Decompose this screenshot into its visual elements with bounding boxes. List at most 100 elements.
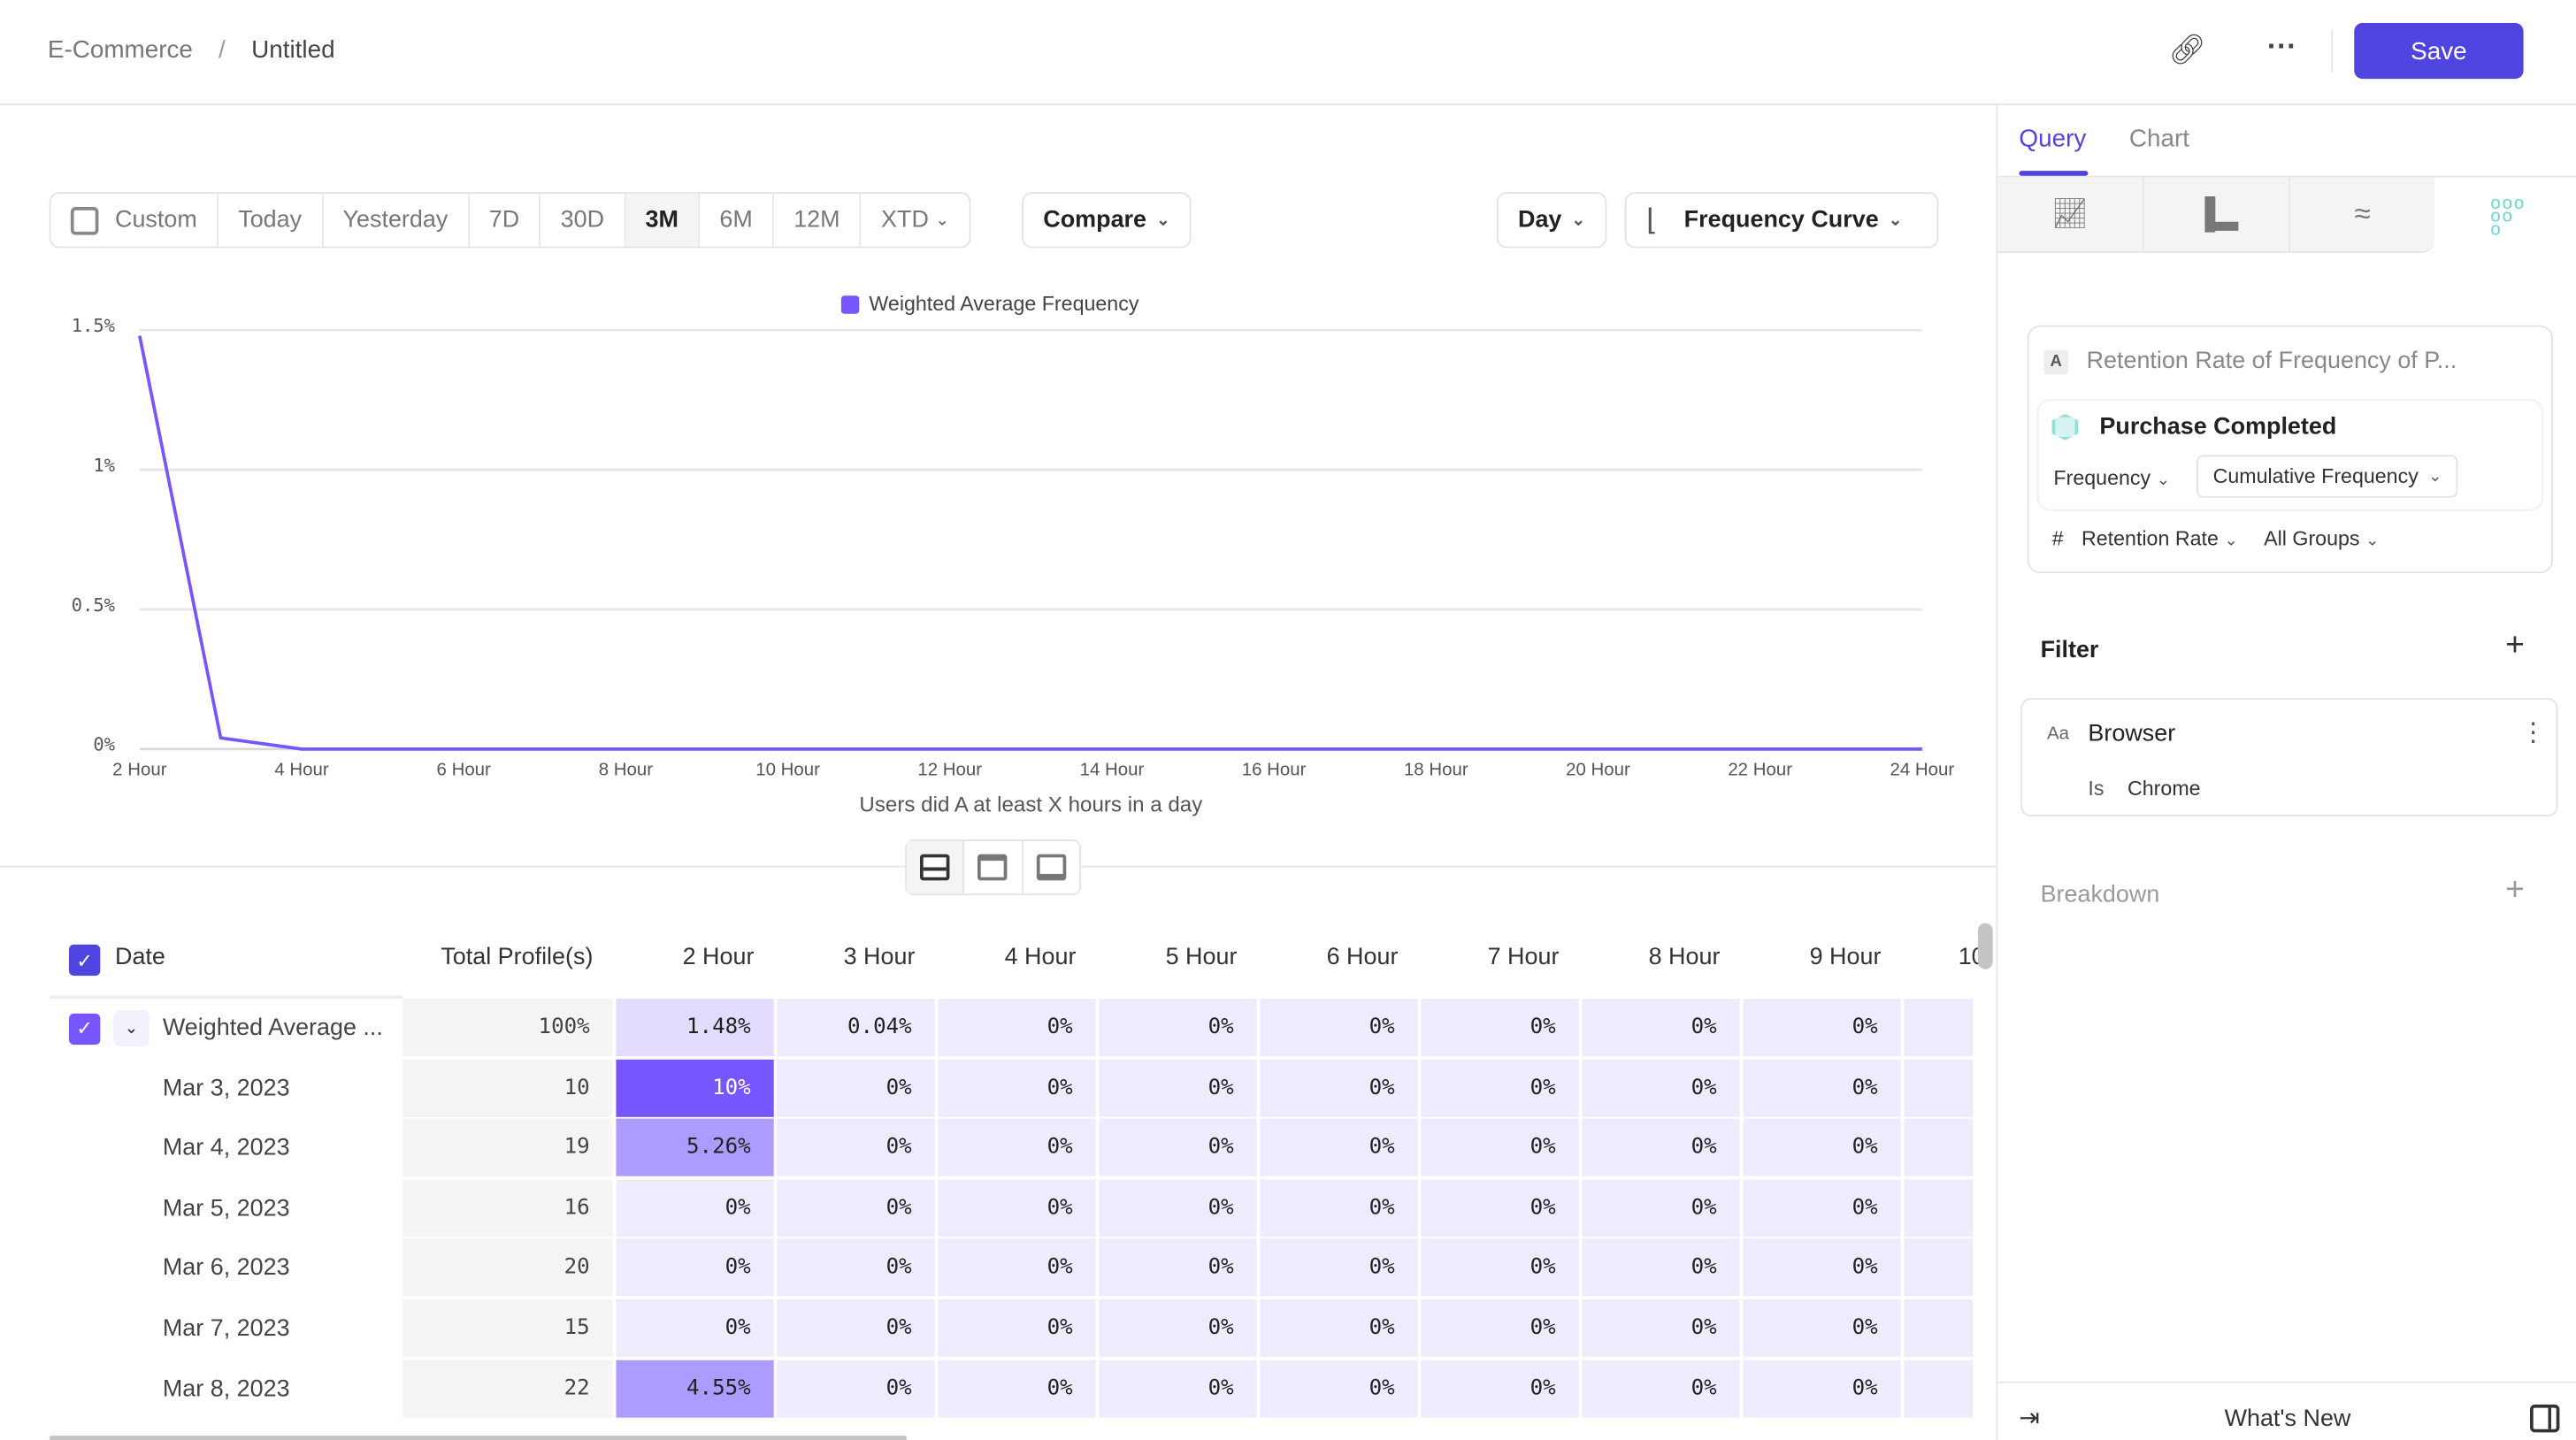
retention-cell[interactable]: 0% <box>1582 1359 1744 1419</box>
table-row[interactable]: Mar 5, 2023 16 0% 0% 0% 0% 0% 0% 0% 0% <box>50 1179 1977 1238</box>
retention-cell[interactable]: 0% <box>1260 1119 1422 1178</box>
retention-cell[interactable]: 0% <box>1582 1239 1744 1298</box>
date-yesterday[interactable]: Yesterday <box>323 194 470 247</box>
chart-type-select[interactable]: ⌊ Frequency Curve ⌄ <box>1624 192 1939 249</box>
retention-cell[interactable]: 0% <box>777 1059 939 1118</box>
table-only-button[interactable] <box>1023 841 1079 893</box>
date-12m[interactable]: 12M <box>774 194 862 247</box>
filter-property[interactable]: Browser <box>2088 721 2176 747</box>
retention-cell-partial[interactable] <box>1904 1298 1977 1359</box>
col-header[interactable]: 5 Hour <box>1165 944 1238 971</box>
retention-cell[interactable]: 0% <box>1421 1179 1583 1238</box>
retention-cell[interactable]: 0% <box>1743 1119 1905 1178</box>
retention-cell[interactable]: 0% <box>938 1179 1100 1238</box>
link-icon[interactable]: 🔗︎ <box>2168 33 2206 66</box>
retention-cell-partial[interactable] <box>1904 1059 1977 1118</box>
retention-cell[interactable]: 0% <box>938 1359 1100 1419</box>
retention-cell[interactable]: 0% <box>777 1119 939 1178</box>
col-header-date[interactable]: Date <box>114 944 165 971</box>
retention-cell[interactable]: 0% <box>1099 999 1261 1058</box>
date-6m[interactable]: 6M <box>700 194 774 247</box>
date-xtd[interactable]: XTD ⌄ <box>881 206 949 234</box>
row-checkbox[interactable]: ✓ <box>68 1012 101 1045</box>
retention-cell[interactable]: 0% <box>616 1298 778 1359</box>
col-header[interactable]: Total Profile(s) <box>441 944 594 971</box>
col-header[interactable]: 9 Hour <box>1809 944 1882 971</box>
retention-cell-partial[interactable] <box>1904 1239 1977 1298</box>
retention-cell[interactable]: 0% <box>1260 1359 1422 1419</box>
retention-cell[interactable]: 0% <box>1099 1298 1261 1359</box>
split-view-button[interactable] <box>907 840 965 894</box>
retention-cell[interactable]: 0% <box>1743 1059 1905 1118</box>
date-3m[interactable]: 3M <box>625 194 701 247</box>
insights-icon[interactable]: 📈︎ <box>1997 177 2144 252</box>
retention-cell[interactable]: 0% <box>1421 1239 1583 1298</box>
col-header[interactable]: 7 Hour <box>1487 944 1560 971</box>
retention-cell[interactable]: 0% <box>1421 1119 1583 1178</box>
retention-cell[interactable]: 0% <box>777 1359 939 1419</box>
sidebar-toggle-icon[interactable] <box>2529 1404 2560 1433</box>
metric-title[interactable]: Retention Rate of Frequency of P... <box>2086 348 2457 375</box>
retention-cell-partial[interactable] <box>1904 999 1977 1058</box>
date-7d[interactable]: 7D <box>469 194 541 247</box>
retention-cell[interactable]: 0% <box>1743 1179 1905 1238</box>
table-row[interactable]: Mar 7, 2023 15 0% 0% 0% 0% 0% 0% 0% 0% <box>50 1298 1977 1359</box>
kebab-menu-icon[interactable]: ⋮ <box>2519 719 2547 747</box>
filter-card[interactable]: Aa Browser ⋮ Is Chrome <box>2020 698 2558 816</box>
filter-value[interactable]: Chrome <box>2127 777 2201 800</box>
retention-cell[interactable]: 0% <box>777 1239 939 1298</box>
measure-select[interactable]: Frequency ⌄ <box>2053 466 2171 490</box>
retention-cell[interactable]: 0% <box>1421 1359 1583 1419</box>
retention-cell[interactable]: 0% <box>1260 1239 1422 1298</box>
table-row[interactable]: Mar 3, 2023 10 10% 0% 0% 0% 0% 0% 0% 0% <box>50 1059 1977 1118</box>
table-row[interactable]: Mar 6, 2023 20 0% 0% 0% 0% 0% 0% 0% 0% <box>50 1239 1977 1298</box>
tab-query[interactable]: Query <box>2019 125 2087 153</box>
retention-cell[interactable]: 0% <box>1421 999 1583 1058</box>
col-header[interactable]: 3 Hour <box>843 944 916 971</box>
save-button[interactable]: Save <box>2354 22 2524 80</box>
frequency-type-select[interactable]: Cumulative Frequency ⌄ <box>2196 455 2459 498</box>
retention-icon[interactable]: ooo oo o <box>2490 194 2526 241</box>
retention-cell[interactable]: 0% <box>1260 1059 1422 1118</box>
retention-cell[interactable]: 0% <box>616 1179 778 1238</box>
retention-cell[interactable]: 0% <box>777 1298 939 1359</box>
col-header[interactable]: 6 Hour <box>1326 944 1399 971</box>
table-row[interactable]: Mar 8, 2023 22 4.55% 0% 0% 0% 0% 0% 0% 0% <box>50 1359 1977 1419</box>
date-today[interactable]: Today <box>218 194 324 247</box>
retention-cell[interactable]: 0% <box>1743 1359 1905 1419</box>
retention-cell[interactable]: 0% <box>1582 1179 1744 1238</box>
retention-cell-partial[interactable] <box>1904 1119 1977 1178</box>
filter-operator[interactable]: Is <box>2088 777 2104 800</box>
retention-cell[interactable]: 5.26% <box>616 1119 778 1178</box>
retention-cell[interactable]: 4.55% <box>616 1359 778 1419</box>
page-title[interactable]: Untitled <box>251 35 335 65</box>
more-icon[interactable]: ··· <box>2266 29 2297 63</box>
retention-cell[interactable]: 0% <box>1421 1298 1583 1359</box>
retention-cell[interactable]: 0% <box>1582 999 1744 1058</box>
retention-cell[interactable]: 0% <box>938 999 1100 1058</box>
date-custom[interactable]: Custom <box>51 194 218 247</box>
retention-cell[interactable]: 0% <box>616 1239 778 1298</box>
flows-icon[interactable]: ≈ <box>2354 196 2371 230</box>
retention-cell[interactable]: 0% <box>777 1179 939 1238</box>
table-row[interactable]: Mar 4, 2023 19 5.26% 0% 0% 0% 0% 0% 0% 0% <box>50 1119 1977 1178</box>
compare-button[interactable]: Compare ⌄ <box>1022 192 1192 249</box>
event-name[interactable]: Purchase Completed <box>2099 413 2337 440</box>
retention-cell[interactable]: 0% <box>938 1059 1100 1118</box>
chart-only-button[interactable] <box>965 840 1024 894</box>
retention-cell[interactable]: 0.04% <box>777 999 939 1058</box>
breadcrumb-parent[interactable]: E-Commerce <box>47 35 193 65</box>
col-header[interactable]: 8 Hour <box>1648 944 1721 971</box>
retention-cell[interactable]: 0% <box>1743 999 1905 1058</box>
retention-cell[interactable]: 0% <box>1743 1298 1905 1359</box>
retention-cell[interactable]: 0% <box>1260 1179 1422 1238</box>
interval-select[interactable]: Day ⌄ <box>1496 192 1607 249</box>
groups-select[interactable]: All Groups ⌄ <box>2264 527 2380 551</box>
aggregation-select[interactable]: Retention Rate ⌄ <box>2081 527 2238 551</box>
retention-cell[interactable]: 1.48% <box>616 999 778 1058</box>
retention-cell[interactable]: 0% <box>938 1298 1100 1359</box>
retention-cell[interactable]: 0% <box>938 1119 1100 1178</box>
retention-cell[interactable]: 0% <box>1099 1359 1261 1419</box>
table-row[interactable]: ✓ ⌄ Weighted Average ... 100% 1.48% 0.04% 0% 0%… <box>50 999 1977 1058</box>
retention-cell[interactable]: 0% <box>1582 1119 1744 1178</box>
